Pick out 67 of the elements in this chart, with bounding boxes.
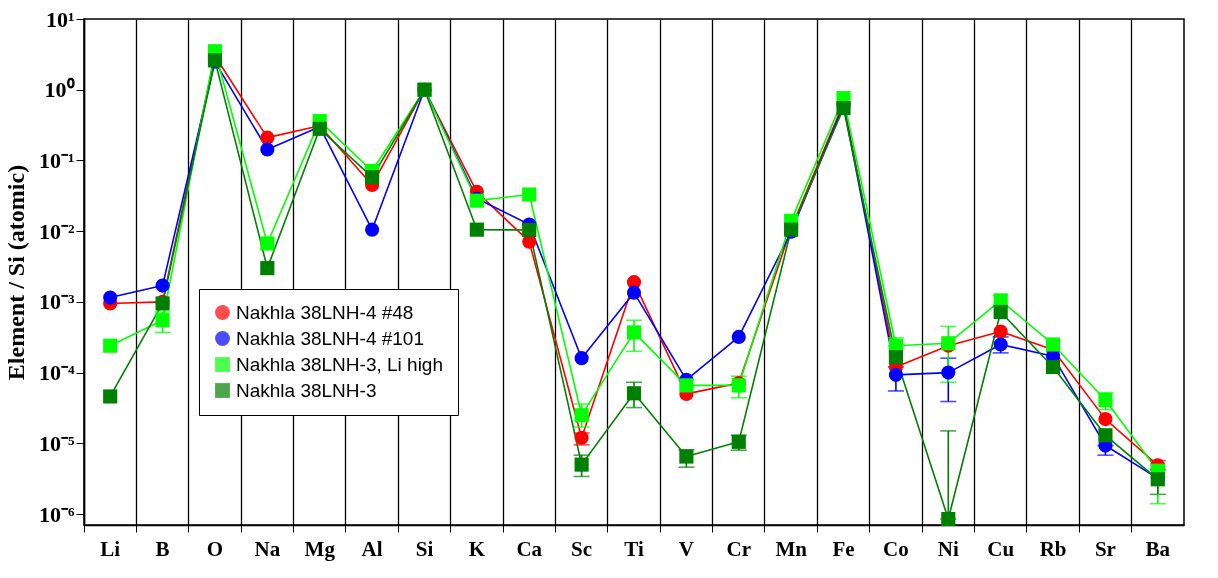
point [731,329,746,344]
y-tick-label: 10⁻² [38,218,75,244]
x-tick-label: Rb [1039,536,1067,561]
y-tick-label: 10¹ [45,6,75,32]
x-tick-label: Mn [775,536,808,561]
x-tick-label: Sc [571,536,593,561]
legend-label: Nakhla 38LNH-4 #101 [236,327,425,349]
point [1045,337,1061,352]
point [888,350,903,365]
point [574,457,589,472]
x-tick-label: Sr [1094,536,1116,561]
point [993,304,1008,320]
point [993,324,1008,339]
legend-label: Nakhla 38LNH-3, Li high [236,353,444,375]
point [1098,412,1113,427]
point [679,378,694,393]
x-tick-label: Cr [726,536,752,561]
point [522,187,537,202]
point [679,449,694,464]
x-tick-label: Na [254,536,281,561]
y-tick-label: 10⁰ [44,77,75,103]
point [260,130,275,145]
point [574,408,589,423]
x-tick-label: Ni [937,536,959,561]
x-tick-label: Fe [832,536,855,561]
x-tick-label: B [155,536,170,561]
x-tick-label: Li [100,536,121,561]
point [574,351,589,366]
point [155,278,170,293]
y-tick-label: 10⁻⁴ [38,360,75,386]
y-tick-label: 10⁻⁵ [38,430,75,456]
point [155,313,170,328]
x-tick-label: Ba [1145,536,1171,561]
y-tick-label: 10⁻³ [38,289,75,315]
x-tick-label: Ca [516,536,543,561]
point [103,290,118,305]
x-tick-label: K [468,536,486,561]
point [365,170,380,185]
x-tick-label: Co [883,536,909,561]
point [260,236,275,251]
legend-label: Nakhla 38LNH-3 [236,379,377,401]
point [941,511,956,527]
point [626,285,642,300]
point [260,142,275,157]
point [1098,428,1113,443]
point [469,222,484,237]
y-axis-title: Element / Si (atomic) [2,164,29,381]
point [626,386,642,401]
point [103,389,118,404]
x-tick-label: Ti [624,536,644,561]
point [888,367,903,382]
legend-label: Nakhla 38LNH-4 #48 [236,301,414,323]
point [365,222,380,237]
x-tick-label: Al [361,536,383,561]
x-tick-label: Mg [304,536,336,561]
point [626,325,642,340]
point [941,365,956,380]
x-tick-label: V [678,536,694,561]
x-tick-label: O [206,536,224,561]
point [103,338,118,353]
y-tick-label: 10⁻¹ [38,147,75,173]
point [1045,359,1061,375]
y-tick-label: 10⁻⁶ [38,501,75,527]
point [522,222,537,238]
point [260,261,275,276]
x-tick-label: Cu [987,536,1015,561]
x-tick-label: Si [415,536,434,561]
